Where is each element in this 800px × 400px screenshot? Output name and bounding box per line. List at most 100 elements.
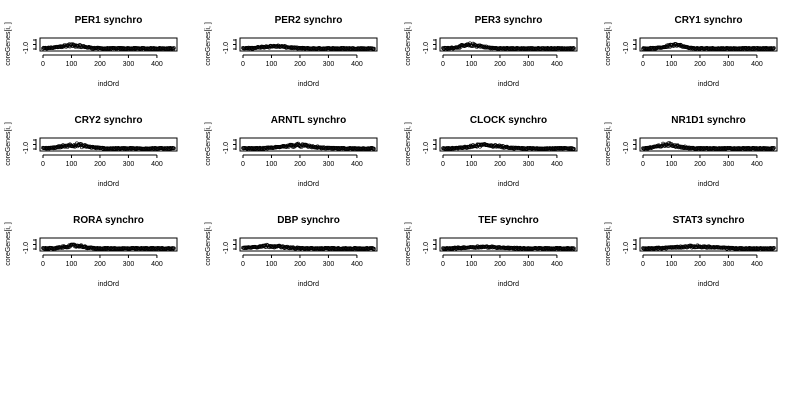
chart-title: CRY1 synchro [675,15,743,26]
panel-clock: CLOCK synchro 0 100 200 300 400 indOrd -1.0 core… [405,115,578,188]
data-point [772,46,776,50]
data-point [82,244,87,249]
y-tick-label: -1.0 [223,42,230,54]
y-tick-label: -1.0 [23,142,30,154]
scatter-points [641,243,776,251]
x-tick-label: 200 [94,161,106,168]
x-tick-label: 300 [523,61,535,68]
y-axis-label: coreGenes[i, ] [405,222,412,266]
data-point [302,142,307,147]
data-point [372,46,376,51]
panel-arntl: ARNTL synchro 0 100 200 300 400 indOrd -1.0 core… [205,115,378,188]
x-tick-label: 100 [66,261,78,268]
data-point [65,245,70,250]
x-tick-label: 300 [123,261,135,268]
chart-title: PER3 synchro [475,15,543,26]
chart-title: TEF synchro [478,215,539,226]
x-tick-label: 0 [641,261,645,268]
x-axis-label: indOrd [698,81,719,88]
y-axis-label: coreGenes[i, ] [605,122,612,166]
data-point [372,146,376,151]
scatter-points [241,43,376,51]
y-tick-label: -1.0 [23,42,30,54]
plot-frame [39,137,178,152]
scatter-points [41,42,176,51]
panel-per2: PER2 synchro 0 100 200 300 400 indOrd -1.0 coreG… [205,15,378,88]
y-tick-label: -1.0 [623,42,630,54]
panel-cry1: CRY1 synchro 0 100 200 300 400 indOrd -1.0 coreG… [605,15,778,88]
x-axis-label: indOrd [498,81,519,88]
data-point [478,144,482,149]
plot-frame [39,37,178,52]
plot-frame [639,37,778,52]
x-tick-label: 300 [723,61,735,68]
x-tick-label: 300 [523,161,535,168]
panel-per1: PER1 synchro 0 100 200 300 400 indOrd -1.0 coreG… [5,15,178,88]
x-axis-label: indOrd [298,281,319,288]
x-tick-label: 0 [441,61,445,68]
x-tick-label: 100 [266,261,278,268]
x-tick-label: 400 [551,161,563,168]
x-tick-label: 400 [751,261,763,268]
scatter-points [441,244,576,251]
panel-rora: RORA synchro 0 100 200 300 400 indOrd -1.0 coreG… [5,215,178,288]
data-point [644,146,649,151]
x-tick-label: 200 [494,61,506,68]
plot-frame [639,137,778,152]
data-point [372,246,376,251]
y-axis-label: coreGenes[i, ] [605,22,612,66]
chart-title: PER1 synchro [75,15,143,26]
data-point [570,246,574,251]
panel-tef: TEF synchro 0 100 200 300 400 indOrd -1.0 coreGe… [405,215,578,288]
chart-title: STAT3 synchro [673,215,745,226]
y-axis-label: coreGenes[i, ] [605,222,612,266]
scatter-points [41,141,176,151]
x-axis-label: indOrd [98,181,119,188]
y-tick-label: -1.0 [423,42,430,54]
x-tick-label: 200 [494,261,506,268]
x-tick-label: 400 [151,261,163,268]
y-tick-label: -1.0 [423,242,430,254]
x-axis-label: indOrd [298,81,319,88]
x-tick-label: 100 [466,61,478,68]
data-point [772,145,776,150]
x-tick-label: 100 [666,161,678,168]
x-tick-label: 200 [694,61,706,68]
data-point [572,246,576,251]
x-tick-label: 100 [266,161,278,168]
x-tick-label: 200 [294,261,306,268]
scatter-points [641,141,776,151]
y-axis-label: coreGenes[i, ] [405,122,412,166]
y-tick-label: -1.0 [223,142,230,154]
data-point [771,246,776,251]
plot-frame [439,137,578,152]
plot-frame [439,37,578,52]
scatter-points [441,41,576,51]
x-tick-label: 400 [751,161,763,168]
scatter-points [441,142,576,151]
x-tick-label: 200 [294,61,306,68]
x-tick-label: 200 [494,161,506,168]
x-tick-label: 400 [351,261,363,268]
data-point [772,245,776,250]
data-point [172,146,176,151]
x-tick-label: 0 [641,61,645,68]
x-tick-label: 0 [641,161,645,168]
x-tick-label: 400 [751,61,763,68]
x-tick-label: 300 [323,261,335,268]
x-axis-label: indOrd [498,181,519,188]
data-point [771,46,776,51]
x-tick-label: 100 [466,161,478,168]
y-axis-label: coreGenes[i, ] [205,22,212,66]
scatter-points [241,141,376,151]
chart-title: ARNTL synchro [271,115,346,126]
panel-nr1d1: NR1D1 synchro 0 100 200 300 400 indOrd -1.0 core… [605,115,778,188]
x-tick-label: 200 [694,161,706,168]
x-tick-label: 300 [323,61,335,68]
x-tick-label: 100 [266,61,278,68]
data-point [171,47,176,51]
chart-title: DBP synchro [277,215,340,226]
plot-frame [239,137,378,152]
x-tick-label: 400 [351,61,363,68]
x-tick-label: 300 [123,161,135,168]
